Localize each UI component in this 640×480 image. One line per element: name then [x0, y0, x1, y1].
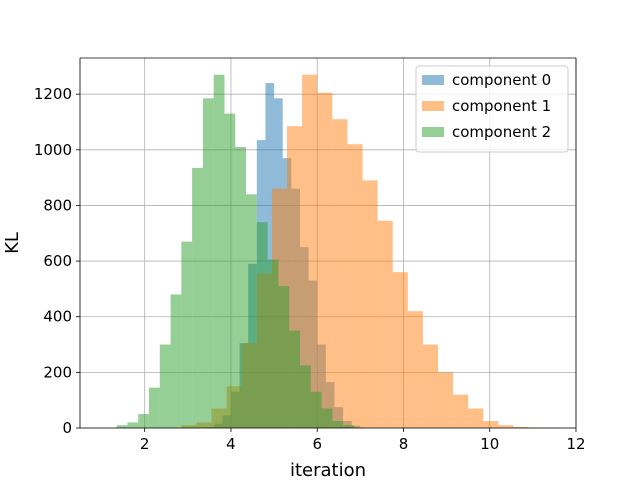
histogram-bar	[265, 83, 275, 428]
y-tick-label: 0	[62, 419, 72, 437]
histogram-bar	[127, 422, 139, 428]
legend-label: component 0	[452, 71, 551, 89]
histogram-bar	[224, 113, 236, 428]
series-2-bars	[116, 74, 354, 429]
histogram-bar	[202, 98, 214, 428]
histogram-bar	[310, 391, 322, 428]
histogram-bar	[149, 387, 160, 428]
x-tick-label: 10	[480, 435, 499, 453]
y-tick-label: 1000	[34, 141, 72, 159]
histogram-bar	[289, 330, 300, 428]
y-tick-label: 800	[43, 196, 72, 214]
legend-label: component 2	[452, 123, 551, 141]
y-tick-label: 600	[43, 252, 72, 270]
histogram-bar	[235, 147, 247, 428]
legend-swatch	[422, 101, 444, 111]
x-tick-label: 6	[312, 435, 322, 453]
y-axis-ticks: 0 200 400 600 800 1000 1200	[34, 85, 80, 437]
histogram-bar	[332, 421, 344, 428]
legend: component 0 component 1 component 2	[415, 65, 569, 153]
histogram-bar	[343, 425, 354, 428]
histogram-bar	[407, 311, 423, 428]
histogram-bar	[468, 408, 484, 428]
x-axis-label: iteration	[290, 460, 366, 480]
histogram-bar	[437, 372, 454, 428]
histogram-bar	[332, 119, 348, 429]
histogram-bar	[159, 344, 171, 428]
histogram-bar	[321, 408, 333, 428]
y-tick-label: 200	[43, 363, 72, 381]
x-tick-label: 4	[226, 435, 236, 453]
histogram-bar	[317, 92, 333, 428]
x-tick-label: 12	[566, 435, 585, 453]
histogram-bar	[299, 365, 311, 428]
axes-frame	[79, 57, 577, 429]
histogram-bar	[513, 426, 529, 428]
x-tick-label: 2	[140, 435, 150, 453]
histogram-bar	[170, 294, 182, 428]
histogram-bar	[422, 344, 438, 428]
histogram-bar	[116, 425, 128, 428]
histogram-bar	[213, 74, 225, 429]
histogram-bar	[246, 194, 257, 428]
histogram-bar	[498, 425, 514, 428]
histogram-bar	[267, 259, 279, 428]
legend-swatch	[422, 127, 444, 137]
histogram-bar	[362, 180, 378, 428]
legend-label: component 1	[452, 97, 551, 115]
histogram-bar	[392, 272, 408, 428]
histogram-bar	[377, 220, 393, 428]
histogram-bar	[302, 74, 318, 429]
legend-box	[415, 65, 569, 153]
histogram-bar	[453, 394, 469, 428]
histogram-bar	[278, 286, 290, 428]
y-tick-label: 400	[43, 308, 72, 326]
y-axis-label: KL	[2, 232, 23, 254]
histogram-bar	[347, 144, 363, 428]
y-tick-label: 1200	[34, 85, 72, 103]
legend-swatch	[422, 75, 444, 85]
histogram-bar	[256, 222, 268, 428]
x-axis-ticks: 2 4 6 8 10 12	[140, 428, 586, 453]
histogram-bar	[181, 241, 193, 428]
histogram-bar	[138, 414, 150, 428]
histogram-bar	[192, 167, 203, 429]
x-tick-label: 8	[399, 435, 409, 453]
histogram-bar	[483, 421, 499, 428]
histogram-bars	[116, 74, 559, 429]
